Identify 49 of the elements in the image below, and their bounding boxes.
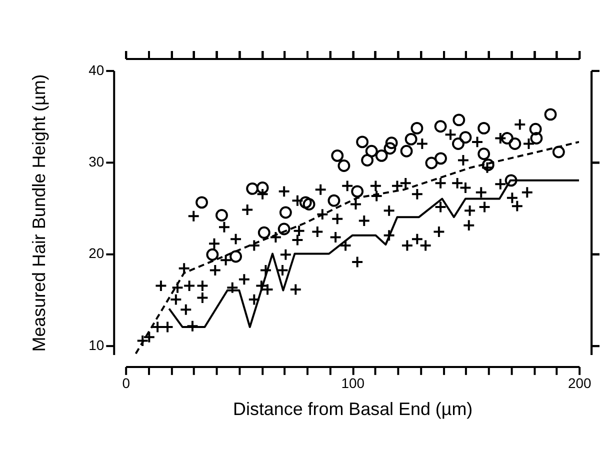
point: [434, 152, 447, 165]
point: [375, 149, 388, 162]
point: [504, 174, 518, 187]
point: [482, 158, 494, 172]
y-tick-label: 20: [88, 245, 104, 262]
point: [216, 209, 228, 222]
point: [478, 148, 490, 160]
point: [478, 122, 490, 134]
point: [278, 222, 290, 236]
point: [425, 156, 438, 170]
point: [351, 185, 364, 198]
point: [434, 120, 447, 133]
point: [404, 132, 418, 146]
point: [530, 132, 543, 144]
point: [410, 122, 424, 134]
point: [206, 248, 219, 261]
point: [529, 122, 542, 136]
point: [279, 206, 292, 219]
point: [385, 136, 398, 150]
x-tick-label: 0: [122, 374, 130, 391]
point: [302, 198, 316, 210]
point: [256, 182, 269, 194]
point: [400, 144, 413, 158]
y-tick-label: 40: [88, 62, 104, 78]
point: [452, 138, 464, 150]
line-series: [134, 140, 580, 355]
point: [230, 250, 242, 263]
point: [246, 182, 259, 195]
point: [384, 142, 396, 155]
point: [365, 144, 378, 158]
y-axis-title: Measured Hair Bundle Height (µm): [28, 74, 49, 352]
point: [552, 146, 565, 158]
point: [258, 226, 270, 239]
x-axis-title: Distance from Basal End (µm): [233, 398, 473, 419]
point: [361, 154, 374, 166]
y-tick-label: 10: [88, 336, 104, 353]
point: [544, 108, 557, 121]
y-tick-label: 30: [88, 154, 104, 170]
point: [459, 131, 472, 144]
point: [338, 160, 350, 172]
point: [328, 194, 340, 207]
point: [196, 196, 208, 209]
point: [331, 149, 344, 162]
point: [356, 136, 369, 148]
point: [500, 132, 514, 144]
point: [299, 196, 312, 209]
x-tick-label: 200: [568, 374, 592, 391]
x-tick-label: 100: [341, 374, 365, 391]
point: [452, 114, 466, 126]
